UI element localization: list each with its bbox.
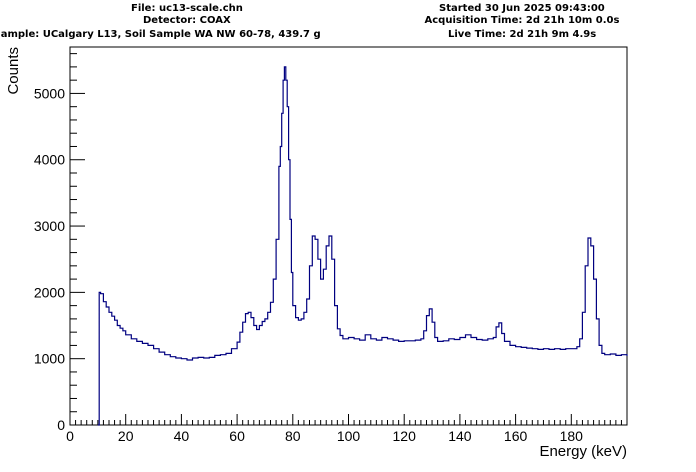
x-tick-label: 20 <box>118 428 134 444</box>
live-time-label: Live Time: 2d 21h 9m 4.9s <box>448 29 597 40</box>
y-tick-label: 1000 <box>34 351 65 367</box>
y-axis-label: Counts <box>5 47 22 95</box>
x-axis-label: Energy (keV) <box>539 443 627 460</box>
x-tick-label: 100 <box>337 428 361 444</box>
start-time-label: Started 30 Jun 2025 09:43:00 <box>439 3 605 14</box>
y-tick-label: 2000 <box>34 284 65 300</box>
acquisition-time-label: Acquisition Time: 2d 21h 10m 0.0s <box>424 15 620 26</box>
x-tick-label: 0 <box>66 428 74 444</box>
x-tick-label: 140 <box>448 428 472 444</box>
y-tick-label: 3000 <box>34 218 65 234</box>
x-tick-label: 80 <box>285 428 301 444</box>
spectrum-line <box>97 66 628 426</box>
plot-frame <box>69 46 628 426</box>
y-tick-label: 5000 <box>34 85 65 101</box>
file-name-label: File: uc13-scale.chn <box>131 3 243 14</box>
x-tick-label: 160 <box>504 428 528 444</box>
y-tick-label: 0 <box>57 417 65 433</box>
y-tick-label: 4000 <box>34 152 65 168</box>
x-tick-label: 180 <box>560 428 584 444</box>
detector-label: Detector: COAX <box>143 15 231 26</box>
x-tick-label: 40 <box>174 428 190 444</box>
x-tick-label: 60 <box>229 428 245 444</box>
x-tick-label: 120 <box>393 428 417 444</box>
sample-label: Sample: UCalgary L13, Soil Sample WA NW … <box>0 29 321 40</box>
